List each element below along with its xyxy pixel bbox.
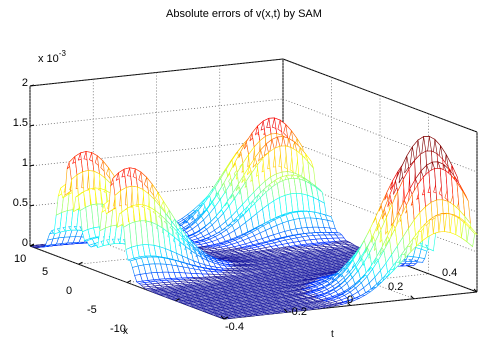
error-surface (29, 117, 478, 320)
z-tick-label-1: 1 (22, 157, 28, 169)
x-floor-grid-1 (78, 236, 332, 265)
t-tick-label-neg0.4: -0.4 (225, 321, 244, 333)
x-tick-label-0: 0 (66, 285, 72, 297)
t-axis-label: t (331, 329, 334, 340)
z-tick-label-0: 0 (22, 237, 28, 249)
t-tick-label-0.2: 0.2 (388, 281, 403, 293)
t-tick-label-0.4: 0.4 (442, 267, 457, 279)
t-tick-label-neg0.2: -0.2 (288, 306, 307, 318)
x-axis-label: x (123, 326, 128, 337)
z-tick-label-1.5: 1.5 (13, 117, 28, 129)
t-tick-label-0: 0 (347, 294, 353, 306)
x-tick-label-10: 10 (14, 253, 26, 265)
x-tick-label-5: 5 (42, 266, 48, 278)
chart-title: Absolute errors of v(x,t) by SAM (166, 8, 322, 20)
z-tick-label-2: 2 (22, 77, 28, 89)
x-tick-label-neg5: -5 (87, 304, 97, 316)
z-grid-left-4 (29, 58, 284, 87)
z-grid-left-3 (29, 98, 284, 127)
z-tick-label-0.5: 0.5 (13, 197, 28, 209)
